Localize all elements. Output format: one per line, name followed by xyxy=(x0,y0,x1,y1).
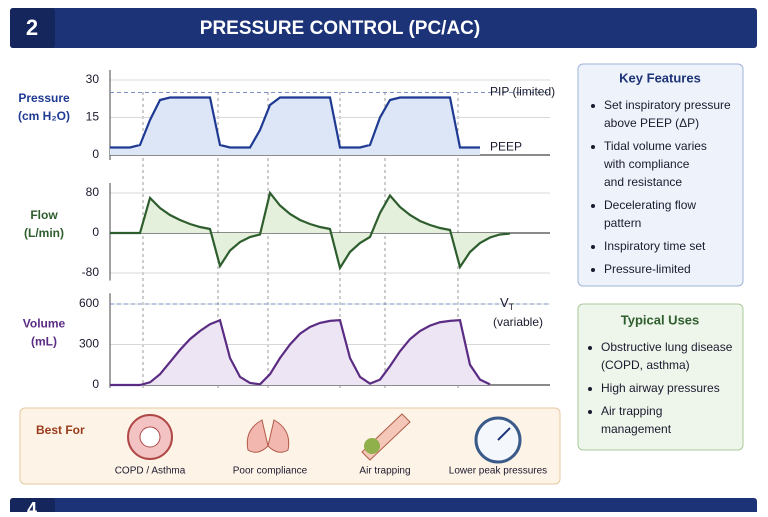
bullet xyxy=(591,104,595,108)
best-for-title: Best For xyxy=(36,423,85,437)
typical-uses-box xyxy=(577,303,744,451)
typical-uses-title: Typical Uses xyxy=(621,312,700,327)
y-axis-label: Pressure xyxy=(18,91,70,105)
list-item: Tidal volume varies xyxy=(604,139,707,153)
line xyxy=(110,318,491,387)
header-number: 2 xyxy=(26,15,38,40)
list-item: High airway pressures xyxy=(601,381,720,395)
y-axis-label: Flow xyxy=(30,208,58,222)
y-tick-label: 300 xyxy=(79,337,99,351)
bullet xyxy=(591,245,595,249)
next-header-bar xyxy=(10,498,757,517)
list-item: with compliance xyxy=(603,157,690,171)
y-axis-label: (L/min) xyxy=(24,226,64,240)
annotation-main: V xyxy=(500,295,509,310)
annotation-subscript: T xyxy=(509,302,515,312)
gauge-needle xyxy=(497,427,511,441)
area xyxy=(110,320,490,385)
y-axis-label: Volume xyxy=(23,317,66,331)
header-number-box xyxy=(10,8,55,48)
best-for-label: Air trapping xyxy=(359,466,410,477)
header-title: PRESSURE CONTROL (PC/AC) xyxy=(200,18,480,39)
key-features-box xyxy=(577,63,744,287)
bullet xyxy=(591,268,595,272)
area xyxy=(110,193,510,268)
list-item: Decelerating flow xyxy=(604,198,696,212)
line xyxy=(110,190,511,271)
best-for-label: Lower peak pressures xyxy=(449,466,547,477)
bullet xyxy=(588,387,592,391)
bullet xyxy=(591,145,595,149)
area xyxy=(110,97,480,155)
next-header-number: 4 xyxy=(27,499,37,512)
y-tick-label: 80 xyxy=(86,185,100,199)
annotation: (variable) xyxy=(493,315,543,329)
y-tick-label: 0 xyxy=(92,147,99,161)
list-item: Set inspiratory pressure xyxy=(604,98,731,112)
y-tick-label: 15 xyxy=(86,110,100,124)
best-for-label: COPD / Asthma xyxy=(115,466,186,477)
icons xyxy=(127,413,522,464)
y-axis-label: (cm H₂O) xyxy=(18,109,70,123)
list-item: Air trapping xyxy=(601,404,662,418)
mucus-icon xyxy=(364,438,380,454)
y-tick-label: 30 xyxy=(86,72,100,86)
bullet xyxy=(588,346,592,350)
list-item: above PEEP (ΔP) xyxy=(604,116,699,130)
y-tick-label: 0 xyxy=(92,377,99,391)
y-tick-label: -80 xyxy=(82,265,100,279)
list-item: pattern xyxy=(604,216,641,230)
airway-icon-lumen xyxy=(139,426,161,448)
y-tick-label: 0 xyxy=(92,225,99,239)
best-for-label: Poor compliance xyxy=(233,466,308,477)
list-item: Pressure-limited xyxy=(604,262,691,276)
list-item: and resistance xyxy=(604,175,682,189)
line xyxy=(110,96,480,149)
list-item: management xyxy=(601,422,672,436)
bullet xyxy=(588,410,592,414)
annotation: VT xyxy=(500,295,515,312)
annotation: PIP (limited) xyxy=(490,85,555,99)
list-item: Inspiratory time set xyxy=(604,239,706,253)
annotation: PEEP xyxy=(490,140,522,154)
list-item: (COPD, asthma) xyxy=(601,358,690,372)
bullet xyxy=(591,204,595,208)
key-features-title: Key Features xyxy=(619,70,701,85)
y-tick-label: 600 xyxy=(79,296,99,310)
y-axis-label: (mL) xyxy=(31,335,57,349)
lungs-icon xyxy=(246,419,290,453)
list-item: Obstructive lung disease xyxy=(601,340,733,354)
header-bar xyxy=(10,8,757,48)
